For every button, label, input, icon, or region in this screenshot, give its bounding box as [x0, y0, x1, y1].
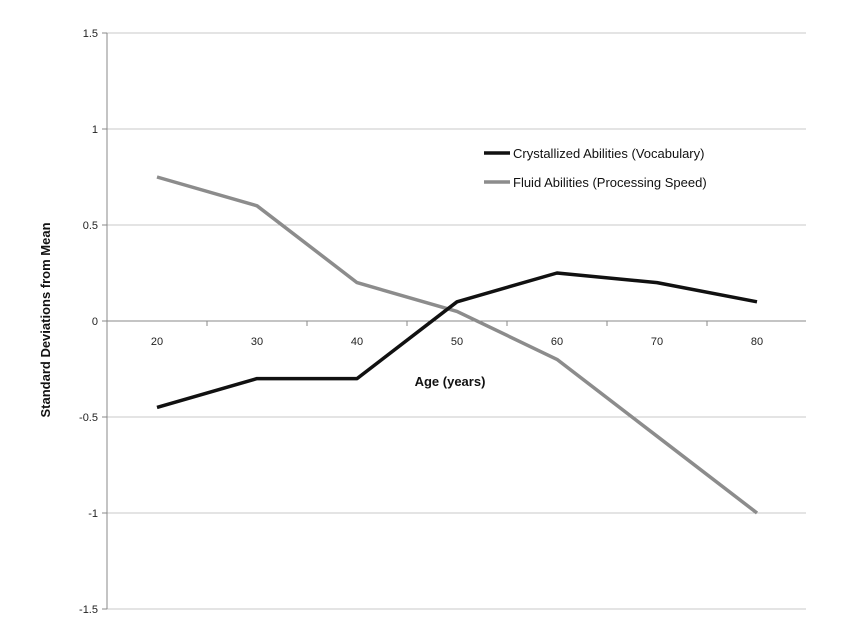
series-lines — [156, 175, 759, 515]
y-tick-label: 0 — [92, 316, 98, 328]
legend: Crystallized Abilities (Vocabulary) Flui… — [484, 146, 707, 190]
series-line-fluid — [156, 175, 759, 515]
y-tick-label: -1.5 — [79, 604, 98, 616]
x-tick-label: 20 — [151, 336, 163, 348]
x-tick-label: 50 — [451, 336, 463, 348]
x-tick-label: 60 — [551, 336, 563, 348]
legend-label-crystallized: Crystallized Abilities (Vocabulary) — [513, 146, 704, 161]
series-line-crystallized — [156, 271, 758, 410]
x-tick-label: 80 — [751, 336, 763, 348]
y-tick-label: -0.5 — [79, 412, 98, 424]
axes — [102, 32, 806, 610]
y-axis-title: Standard Deviations from Mean — [38, 222, 53, 417]
y-tick-label: 1 — [92, 124, 98, 136]
tick-labels: 1.5 1 0.5 0 -0.5 -1 -1.5 20 30 40 50 60 70 80 — [79, 28, 763, 616]
y-tick-label: 0.5 — [83, 220, 98, 232]
y-tick-label: -1 — [88, 508, 98, 520]
x-axis-title: Age (years) — [415, 374, 486, 389]
x-tick-label: 40 — [351, 336, 363, 348]
x-tick-label: 70 — [651, 336, 663, 348]
x-tick-label: 30 — [251, 336, 263, 348]
gridlines — [107, 32, 806, 610]
y-tick-label: 1.5 — [83, 28, 98, 40]
legend-label-fluid: Fluid Abilities (Processing Speed) — [513, 175, 707, 190]
